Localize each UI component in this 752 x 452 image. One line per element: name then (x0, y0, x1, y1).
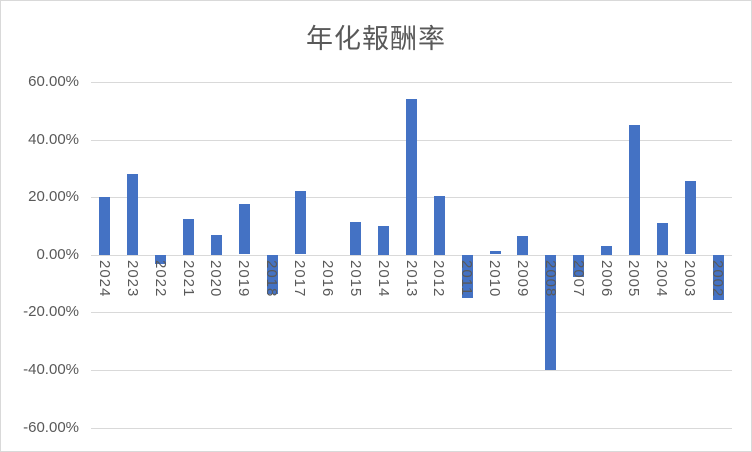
bar-2019 (239, 204, 250, 254)
chart-title: 年化報酬率 (306, 24, 446, 55)
bar-2007 (573, 255, 584, 277)
bar-2014 (378, 226, 389, 255)
y-axis-tick-label: -20.00% (23, 303, 79, 320)
bar-2024 (99, 197, 110, 255)
x-axis-label-2007: 2007 (570, 260, 587, 298)
bar-2023 (127, 174, 138, 255)
y-axis-tick-label: 40.00% (28, 131, 79, 148)
x-axis-label-2013: 2013 (403, 260, 420, 298)
bar-2015 (350, 222, 361, 255)
y-axis-tick-label: -60.00% (23, 419, 79, 436)
bar-2008 (545, 255, 556, 370)
bar-2011 (462, 255, 473, 298)
bar-2021 (183, 219, 194, 255)
x-axis-label-2014: 2014 (375, 260, 392, 298)
x-axis-label-2017: 2017 (291, 260, 308, 298)
x-axis-label-2019: 2019 (235, 260, 252, 298)
x-axis-label-2011: 2011 (458, 260, 475, 297)
x-axis-label-2002: 2002 (709, 260, 726, 298)
x-axis-label-2009: 2009 (514, 260, 531, 298)
x-axis-label-2018: 2018 (263, 260, 280, 298)
x-axis-label-2004: 2004 (653, 260, 670, 298)
bar-2010 (490, 251, 501, 254)
x-axis-label-2005: 2005 (625, 260, 642, 298)
bar-2003 (685, 181, 696, 254)
bar-2004 (657, 223, 668, 255)
x-axis-label-2021: 2021 (180, 260, 197, 298)
gridline (91, 82, 732, 83)
x-axis-label-2008: 2008 (542, 260, 559, 298)
gridline (91, 255, 732, 256)
bar-2013 (406, 99, 417, 255)
bar-2005 (629, 125, 640, 255)
x-axis-label-2010: 2010 (486, 260, 503, 298)
x-axis-label-2016: 2016 (319, 260, 336, 298)
bar-2018 (267, 255, 278, 294)
y-axis-tick-label: -40.00% (23, 361, 79, 378)
bar-2002 (713, 255, 724, 300)
gridline (91, 370, 732, 371)
bar-2020 (211, 235, 222, 255)
x-axis-label-2003: 2003 (681, 260, 698, 298)
y-axis-tick-label: 60.00% (28, 73, 79, 90)
gridline (91, 428, 732, 429)
x-axis-label-2022: 2022 (152, 260, 169, 298)
bar-2009 (517, 236, 528, 255)
x-axis-label-2020: 2020 (207, 260, 224, 298)
x-axis-label-2023: 2023 (124, 260, 141, 298)
bar-2022 (155, 255, 166, 264)
gridline (91, 312, 732, 313)
bar-2006 (601, 246, 612, 255)
y-axis-tick-label: 20.00% (28, 188, 79, 205)
y-axis-tick-label: 0.00% (36, 246, 79, 263)
x-axis-label-2006: 2006 (598, 260, 615, 298)
bar-2012 (434, 196, 445, 255)
x-axis-label-2015: 2015 (347, 260, 364, 298)
x-axis-label-2012: 2012 (430, 260, 447, 298)
x-axis-label-2024: 2024 (96, 260, 113, 298)
bar-2017 (295, 191, 306, 254)
